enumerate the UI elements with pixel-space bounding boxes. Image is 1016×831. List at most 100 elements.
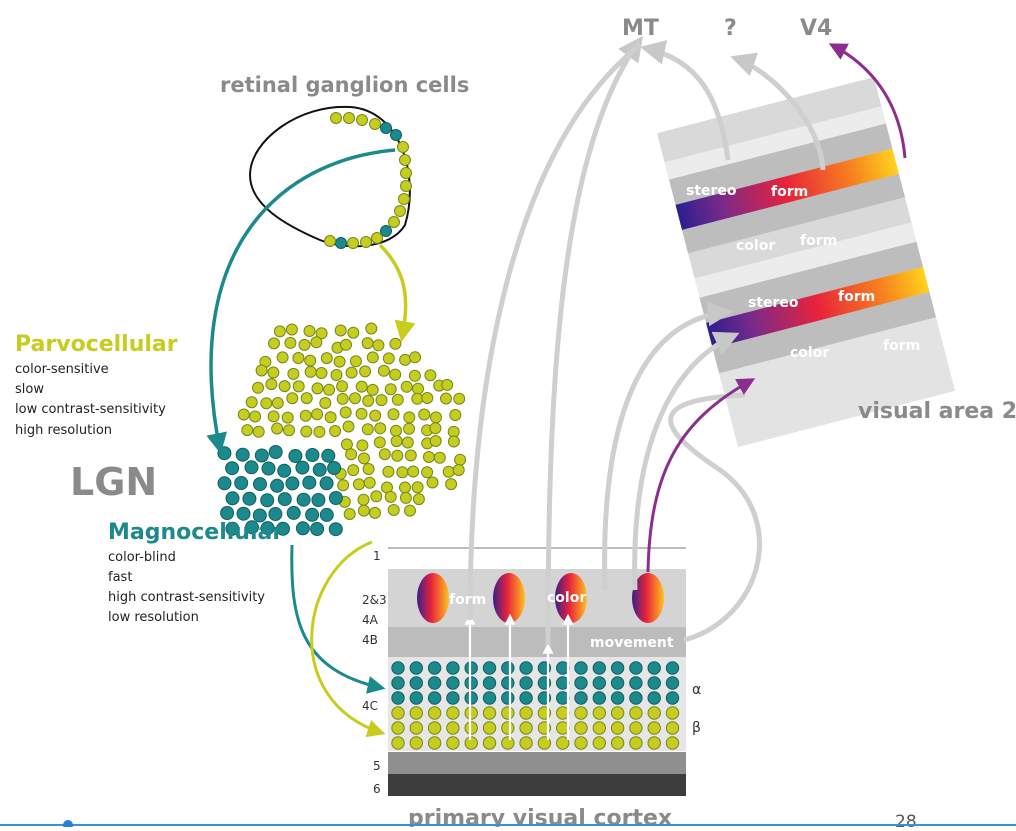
lgn-parvo-cell — [281, 411, 294, 424]
lgn-parvo-cell — [370, 490, 383, 503]
lgn-parvo-cell — [426, 476, 439, 489]
v1-4c-alpha-cell — [427, 661, 442, 675]
magno-prop-1: color-blind — [108, 550, 176, 565]
v1-4c-alpha-cell — [665, 676, 680, 690]
lgn-parvo-cell — [440, 392, 452, 405]
lgn-parvo-cell — [315, 367, 328, 379]
v1-4c-beta-cell — [501, 721, 515, 735]
lgn-parvo-cell — [357, 504, 370, 517]
lgn-parvo-cell — [252, 425, 265, 438]
lgn-parvo-cell — [347, 464, 360, 477]
lgn-parvo-cell — [345, 448, 358, 461]
v1-4c-beta-cell — [629, 706, 643, 720]
retina-cell — [335, 237, 347, 249]
retina-cell — [380, 225, 392, 237]
v1-4c-beta-cell — [501, 706, 515, 720]
retina-cell — [390, 129, 402, 141]
lgn-parvo-cell — [339, 406, 352, 419]
v1-4c-alpha-cell — [409, 691, 423, 705]
lgn-parvo-cell — [271, 397, 284, 409]
layer-2-3-label: 2&3 — [362, 593, 387, 607]
lgn-parvo-cell — [345, 366, 358, 379]
magno-prop-4: low resolution — [108, 610, 199, 625]
lgn-parvo-cell — [357, 493, 370, 506]
page-number: 28 — [895, 812, 917, 827]
retina-to-magno-arrow — [206, 148, 396, 455]
lgn-magno-cell — [260, 493, 275, 508]
lgn-magno-cell — [277, 463, 292, 478]
lgn-parvo-cell — [382, 465, 395, 478]
v1-4c-beta-cell — [464, 706, 478, 720]
lgn-parvo-cell — [273, 325, 286, 338]
lgn-parvo-cell — [355, 380, 368, 393]
primary-visual-cortex-label: primary visual cortex — [408, 806, 672, 827]
lgn-parvo-cell — [315, 327, 328, 340]
layer-4a-label: 4A — [362, 613, 379, 627]
lgn-parvo-cell — [411, 481, 424, 494]
lgn-parvo-cell — [407, 465, 420, 478]
lgn-parvo-cell — [430, 411, 442, 424]
v1-4c-beta-cell — [482, 721, 497, 735]
lgn-parvo-cell — [389, 337, 402, 350]
v1-4c-alpha-cell — [501, 676, 515, 690]
lgn-parvo-cell — [319, 397, 332, 409]
retina-to-parvo-arrow — [378, 243, 416, 343]
v1-4c-beta-cell — [519, 736, 533, 750]
lgn-parvo-cell — [429, 435, 442, 447]
lgn-parvo-cell — [340, 338, 352, 351]
v1-4c-alpha-cell — [519, 691, 533, 705]
lgn-parvo-cell — [320, 352, 333, 365]
v1-4c-alpha-cell — [464, 676, 478, 690]
lgn-parvo-cell — [391, 449, 404, 462]
lgn-parvo-cell — [399, 481, 411, 494]
magno-to-4c-alpha-arrow — [290, 544, 386, 694]
lgn-parvo-cell — [304, 365, 317, 378]
lgn-magno-cell — [236, 506, 251, 521]
lgn-magno-cell — [245, 520, 259, 535]
v1-4c-alpha-cell — [427, 691, 442, 705]
lgn-parvo-cell — [343, 508, 356, 520]
retina-cell — [397, 141, 409, 153]
v1-4c-alpha-cell — [482, 661, 497, 675]
lgn-parvo-cell — [298, 338, 311, 351]
lgn-parvo-cell — [400, 380, 413, 393]
v2-form-2: form — [800, 233, 837, 249]
lgn-parvo-cell — [401, 436, 414, 449]
lgn-parvo-cell — [382, 352, 395, 365]
lgn-parvo-cell — [396, 466, 409, 479]
lgn-parvo-cell — [421, 466, 434, 479]
lgn-magno-cell — [268, 445, 283, 459]
alpha-label: α — [692, 682, 701, 698]
lgn-magno-cell — [220, 506, 235, 520]
mt-label: MT — [622, 16, 659, 41]
retinal-ganglion-cells-label: retinal ganglion cells — [220, 73, 469, 97]
lgn-parvo-cell — [276, 351, 289, 364]
v1-4c-beta-cell — [665, 736, 680, 750]
lgn-parvo-cell — [358, 452, 370, 465]
lgn-magno-cell — [302, 475, 317, 490]
v1-4c-beta-cell — [574, 721, 588, 735]
lgn-parvo-cell — [304, 354, 317, 367]
lgn-parvo-cell — [442, 465, 455, 478]
layer-4c-label: 4C — [362, 699, 378, 713]
lgn-magno-cell — [310, 522, 325, 536]
lgn-magno-cell — [268, 507, 283, 521]
lgn-parvo-cell — [377, 364, 390, 377]
v1-4c-alpha-cell — [464, 691, 478, 705]
lgn-parvo-cell — [356, 439, 369, 452]
v1-4c-beta-cell — [574, 706, 588, 720]
lgn-magno-cell — [295, 460, 310, 475]
lgn-parvo-cell — [369, 409, 382, 422]
v1-4c-alpha-cell — [409, 661, 423, 675]
retina-cell — [400, 167, 412, 179]
lgn-parvo-cell — [449, 409, 462, 421]
v2-stereo-1: stereo — [686, 183, 737, 199]
v1-4c-alpha-cell — [629, 676, 643, 690]
lgn-parvo-cell — [447, 435, 460, 448]
lgn-parvo-cell — [390, 424, 402, 437]
retina-cell — [347, 237, 359, 249]
v1-4c-beta-cell — [665, 706, 680, 720]
layer-1-label: 1 — [373, 549, 381, 563]
progress-handle[interactable] — [63, 820, 73, 830]
